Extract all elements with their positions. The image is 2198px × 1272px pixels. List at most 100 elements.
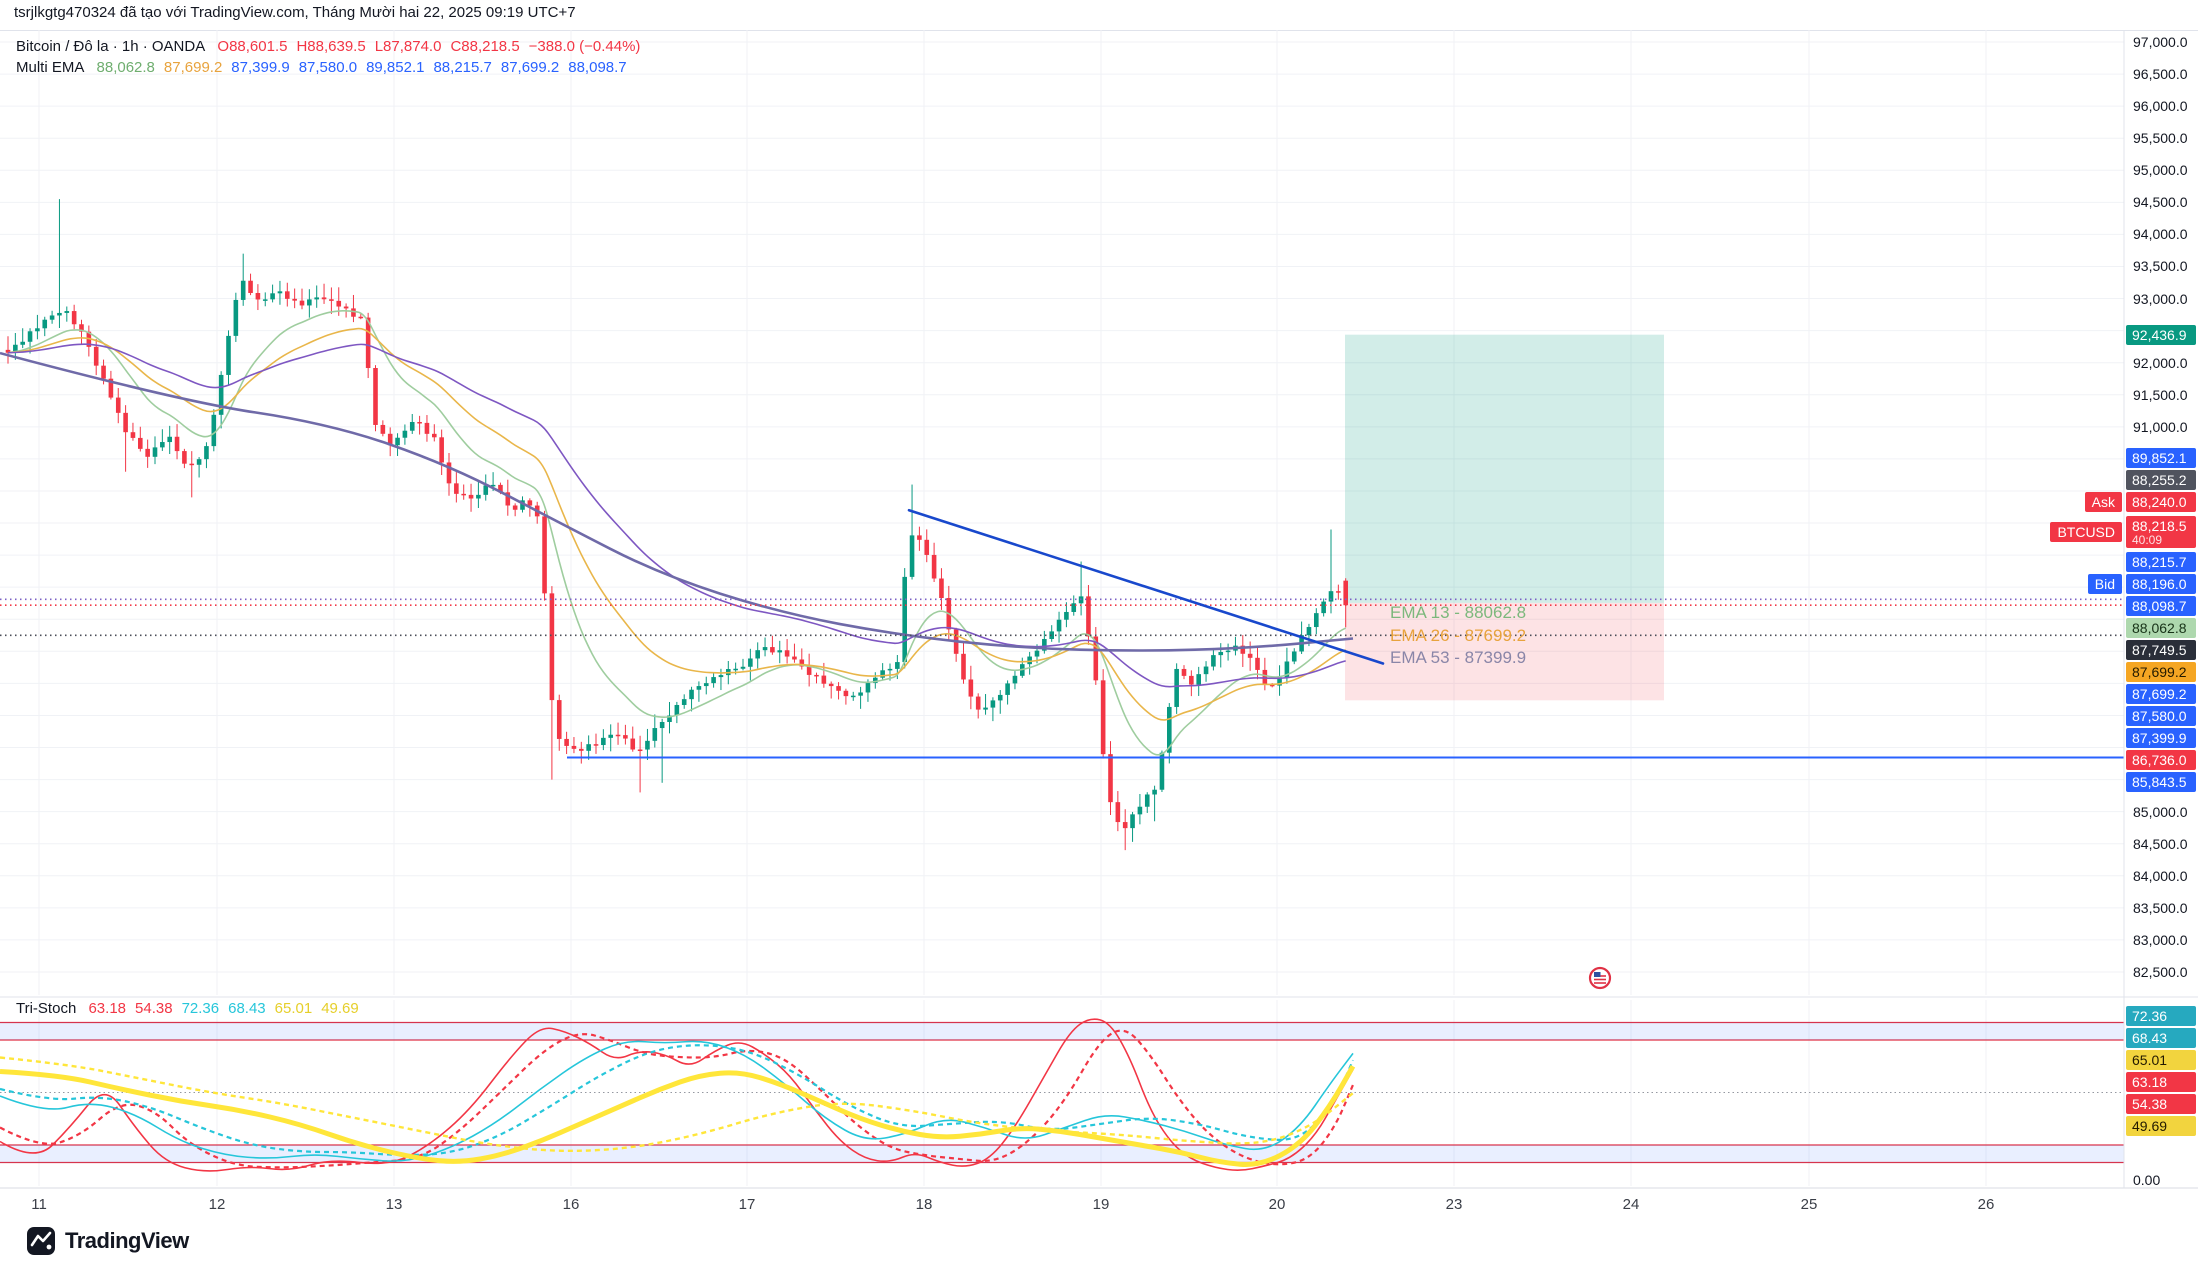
price-tick: 91,000.0 [2133, 418, 2188, 435]
time-label-16[interactable]: 16 [562, 1196, 580, 1213]
ohlc-value: C88,218.5 [450, 38, 520, 55]
price-label-876992[interactable]: 87,699.2 [2126, 662, 2196, 683]
stoch-tick: 0.00 [2133, 1172, 2161, 1188]
ohlc-values: O88,601.5 H88,639.5 L87,874.0 C88,218.5 −388… [217, 38, 649, 55]
price-label-882185[interactable]: 88,218.5 40:09 [2126, 516, 2196, 549]
time-label-17[interactable]: 17 [738, 1196, 756, 1213]
time-label-18[interactable]: 18 [915, 1196, 933, 1213]
price-tick: 94,000.0 [2133, 226, 2188, 243]
tri-stoch-value: 65.01 [274, 1000, 313, 1017]
price-tick: 93,000.0 [2133, 290, 2188, 307]
price-label-898521[interactable]: 89,852.1 [2126, 448, 2196, 469]
tri-stoch-title[interactable]: Tri-Stoch [16, 1000, 77, 1017]
price-tick: 92,000.0 [2133, 354, 2188, 371]
stoch-yellow-solid[interactable] [0, 1064, 1356, 1167]
chart-attribution: tsrjlkgtg470324 đã tạo với TradingView.c… [14, 4, 576, 21]
time-label-25[interactable]: 25 [1800, 1196, 1818, 1213]
price-tick: 91,500.0 [2133, 386, 2188, 403]
ohlc-value: L87,874.0 [374, 38, 442, 55]
stoch-label-5438[interactable]: 54.38 [2126, 1094, 2196, 1115]
price-scale[interactable]: 97,000.0 96,500.0 96,000.0 95,500.0 95,000.0… [2125, 0, 2198, 1272]
long-position-profit-zone[interactable] [1345, 334, 1664, 603]
stoch-red-solid[interactable] [0, 1018, 1354, 1172]
price-tick: 85,000.0 [2133, 803, 2188, 820]
candlestick-series[interactable] [5, 199, 1348, 851]
descending-trendline[interactable] [907, 508, 1385, 665]
time-label-24[interactable]: 24 [1622, 1196, 1640, 1213]
economic-event-flag-icon[interactable] [1588, 966, 1612, 990]
multi-ema-value: 87,699.2 [500, 59, 560, 76]
time-label-13[interactable]: 13 [385, 1196, 403, 1213]
ema-13-line[interactable] [7, 309, 1347, 756]
ema-26-line[interactable] [7, 327, 1347, 721]
tradingview-logo-text: TradingView [65, 1228, 189, 1253]
symbol-title[interactable]: Bitcoin / Đô la · 1h · OANDA [16, 38, 206, 55]
price-label-882552[interactable]: 88,255.2 [2126, 470, 2196, 491]
multi-ema-title[interactable]: Multi EMA [16, 59, 85, 76]
price-tick: 82,500.0 [2133, 964, 2188, 980]
price-label-877495[interactable]: 87,749.5 [2126, 640, 2196, 661]
price-tick: 96,500.0 [2133, 66, 2188, 83]
multi-ema-value: 87,580.0 [298, 59, 358, 76]
multi-ema-value: 87,699.2 [163, 59, 223, 76]
ema-slow-line[interactable] [0, 351, 1354, 652]
multi-ema-value: 87,399.9 [231, 59, 290, 76]
tri-stoch-legend[interactable]: Tri-Stoch 63.18 54.38 72.36 68.43 65.01 49.69 [16, 1000, 368, 1017]
price-label-873999[interactable]: 87,399.9 [2126, 728, 2196, 749]
stoch-label-7236[interactable]: 72.36 [2126, 1006, 2196, 1027]
price-label-867360[interactable]: 86,736.0 [2126, 750, 2196, 771]
tri-stoch-value: 72.36 [181, 1000, 220, 1017]
price-tick: 83,500.0 [2133, 899, 2188, 916]
long-position-loss-zone[interactable] [1345, 602, 1664, 701]
countdown-timer: 40:09 [2132, 533, 2163, 548]
header-divider [0, 30, 2198, 31]
time-label-23[interactable]: 23 [1445, 1196, 1463, 1213]
price-tick: 95,500.0 [2133, 130, 2188, 147]
multi-ema-row[interactable]: Multi EMA 88,062.8 87,699.2 87,399.9 87,580… [16, 57, 649, 78]
ohlc-value: O88,601.5 [217, 38, 288, 55]
ema-inline-label-1: EMA 26 - 87699.2 [1390, 626, 1526, 645]
price-label-858435[interactable]: 85,843.5 [2126, 772, 2196, 793]
price-label-880628[interactable]: 88,062.8 [2126, 618, 2196, 639]
price-label-924369[interactable]: 92,436.9 [2126, 324, 2196, 345]
symbol-legend[interactable]: Bitcoin / Đô la · 1h · OANDA O88,601.5 H8… [16, 36, 649, 78]
tri-stoch-value: 54.38 [135, 1000, 173, 1017]
btcusd-tag: BTCUSD [2050, 522, 2122, 543]
tradingview-logo[interactable]: TradingView [26, 1226, 189, 1256]
stoch-label-6843[interactable]: 68.43 [2126, 1028, 2196, 1049]
symbol-ohlc-row[interactable]: Bitcoin / Đô la · 1h · OANDA O88,601.5 H8… [16, 36, 649, 57]
price-tick: 94,500.0 [2133, 194, 2188, 211]
time-label-26[interactable]: 26 [1977, 1196, 1995, 1213]
stoch-cyan-solid[interactable] [0, 1040, 1354, 1162]
price-label-876992[interactable]: 87,699.2 [2126, 684, 2196, 705]
bid-tag: Bid [2087, 574, 2122, 595]
stoch-yellow-dotted[interactable] [0, 1056, 1354, 1153]
price-label-881960[interactable]: 88,196.0 [2126, 574, 2196, 595]
stoch-label-4969[interactable]: 49.69 [2126, 1116, 2196, 1137]
stoch-label-6501[interactable]: 65.01 [2126, 1050, 2196, 1071]
price-label-882400[interactable]: 88,240.0 [2126, 492, 2196, 513]
ohlc-value: H88,639.5 [296, 38, 366, 55]
multi-ema-value: 88,215.7 [433, 59, 492, 76]
price-label-875800[interactable]: 87,580.0 [2126, 706, 2196, 727]
price-tick: 83,000.0 [2133, 931, 2188, 948]
multi-ema-values: 88,062.8 87,699.2 87,399.9 87,580.0 89,852.1… [97, 59, 636, 76]
tri-stoch-value: 49.69 [321, 1000, 359, 1017]
stoch-band-0 [0, 1022, 2124, 1040]
price-tick: 84,500.0 [2133, 835, 2188, 852]
time-label-20[interactable]: 20 [1268, 1196, 1286, 1213]
time-label-11[interactable]: 11 [31, 1196, 47, 1213]
ema-inline-label-2: EMA 53 - 87399.9 [1390, 648, 1526, 667]
stoch-label-6318[interactable]: 63.18 [2126, 1072, 2196, 1093]
grid-lines [0, 30, 2124, 1186]
price-label-882157[interactable]: 88,215.7 [2126, 552, 2196, 573]
stoch-red-dotted[interactable] [0, 1029, 1355, 1169]
tradingview-logo-icon [27, 1227, 55, 1255]
tri-stoch-value: 63.18 [88, 1000, 127, 1017]
price-label-880987[interactable]: 88,098.7 [2126, 596, 2196, 617]
time-label-19[interactable]: 19 [1092, 1196, 1110, 1213]
stoch-cyan-dotted[interactable] [0, 1044, 1355, 1157]
time-label-12[interactable]: 12 [208, 1196, 226, 1213]
